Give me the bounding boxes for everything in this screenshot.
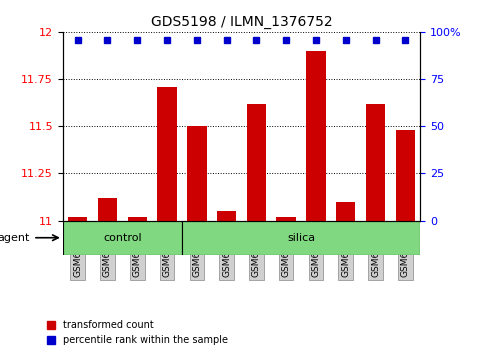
Bar [68, 217, 87, 221]
Text: control: control [103, 233, 142, 243]
Bar [366, 104, 385, 221]
Bar [182, 221, 420, 255]
Text: silica: silica [287, 233, 315, 243]
Bar [217, 211, 236, 221]
Bar [396, 130, 415, 221]
Bar [276, 217, 296, 221]
Bar [98, 198, 117, 221]
Bar [306, 51, 326, 221]
Bar [128, 217, 147, 221]
Bar [187, 126, 207, 221]
Bar [63, 221, 182, 255]
Legend: transformed count, percentile rank within the sample: transformed count, percentile rank withi… [43, 316, 232, 349]
Bar [157, 87, 177, 221]
Title: GDS5198 / ILMN_1376752: GDS5198 / ILMN_1376752 [151, 16, 332, 29]
Text: agent: agent [0, 233, 30, 243]
Bar [247, 104, 266, 221]
Bar [336, 202, 355, 221]
